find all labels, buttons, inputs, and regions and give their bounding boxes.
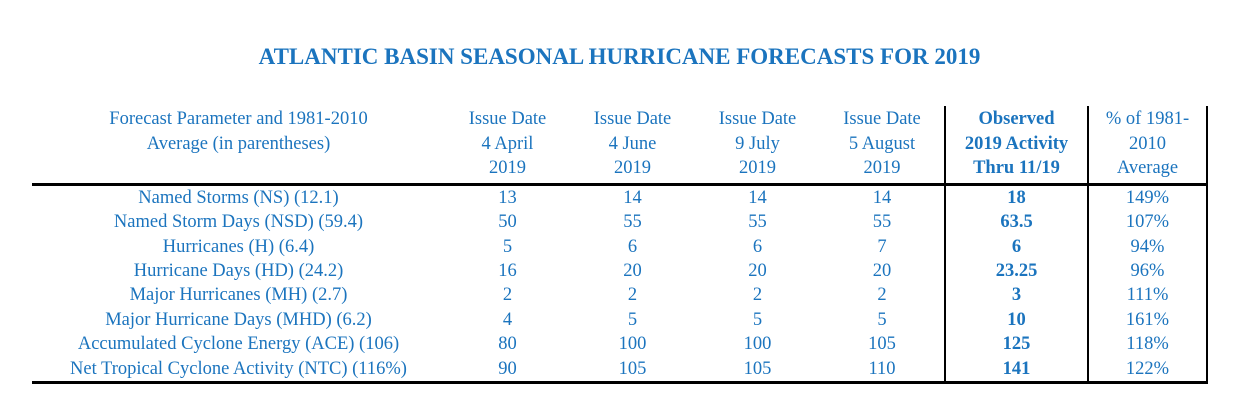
observed-cell: 6	[944, 234, 1089, 259]
parameter-cell: Major Hurricanes (MH) (2.7)	[129, 285, 348, 306]
forecast-august-cell: 55	[872, 212, 892, 233]
forecast-july-cell: 100	[743, 334, 772, 355]
percent-cell: 107%	[1088, 210, 1208, 235]
forecast-table: Forecast Parameter and 1981-2010 Average…	[32, 106, 1208, 385]
header-line: Issue Date	[593, 109, 672, 129]
parameter-cell: Hurricane Days (HD) (24.2)	[133, 261, 344, 281]
forecast-august-cell: 110	[820, 356, 945, 385]
observed-cell: 10	[944, 307, 1089, 333]
header-line: Forecast Parameter and 1981-2010	[109, 109, 368, 129]
col-header-percent-average: % of 1981- 2010 Average	[1088, 106, 1208, 186]
header-line: Average	[1116, 158, 1179, 179]
forecast-july-cell: 55	[748, 212, 767, 233]
forecast-august-cell: 7	[877, 236, 887, 257]
header-line: Thru 11/19	[973, 158, 1060, 179]
parameter-cell: Named Storms (NS) (12.1)	[138, 187, 339, 208]
header-line: 4 April	[481, 133, 534, 154]
col-header-observed: Observed 2019 Activity Thru 11/19	[944, 106, 1089, 186]
percent-cell: 118%	[1088, 332, 1208, 357]
parameter-cell: Hurricanes (H) (6.4)	[162, 236, 315, 257]
observed-cell: 63.5	[944, 210, 1089, 235]
forecast-june-cell: 55	[623, 212, 642, 233]
parameter-cell: Net Tropical Cyclone Activity (NTC) (116…	[32, 356, 445, 385]
table-row: Net Tropical Cyclone Activity (NTC) (116…	[32, 356, 1208, 385]
forecast-august-cell: 5	[877, 309, 887, 330]
table-row: Hurricane Days (HD) (24.2) 16 20 20 20 23.25 9…	[32, 259, 1208, 284]
percent-cell: 149%	[1088, 184, 1208, 211]
percent-cell: 111%	[1088, 283, 1208, 308]
observed-cell: 141	[944, 356, 1089, 385]
forecast-july-cell: 105	[695, 356, 820, 385]
header-line: 5 August	[848, 133, 916, 154]
forecast-june-cell: 20	[623, 261, 642, 281]
observed-cell: 125	[944, 332, 1089, 357]
header-line: 2019	[739, 158, 776, 179]
table-row: Major Hurricanes (MH) (2.7) 2 2 2 2 3 111%	[32, 283, 1208, 308]
header-line: 2019 Activity	[964, 133, 1069, 154]
col-header-issue-date-july: Issue Date 9 July 2019	[695, 106, 820, 186]
header-line: % of 1981-	[1105, 109, 1190, 129]
forecast-july-cell: 14	[748, 187, 767, 208]
forecast-june-cell: 5	[627, 309, 638, 330]
col-header-issue-date-august: Issue Date 5 August 2019	[820, 106, 945, 186]
header-line: Observed	[978, 109, 1055, 129]
forecast-june-cell: 105	[570, 356, 695, 385]
header-line: Issue Date	[468, 109, 547, 129]
parameter-cell: Named Storm Days (NSD) (59.4)	[113, 212, 364, 233]
page-title: ATLANTIC BASIN SEASONAL HURRICANE FORECA…	[258, 44, 981, 69]
forecast-june-cell: 6	[627, 236, 638, 257]
forecast-april-cell: 2	[502, 285, 513, 306]
header-line: Issue Date	[718, 109, 797, 129]
header-line: 2019	[614, 158, 651, 179]
observed-cell: 18	[944, 184, 1089, 211]
percent-cell: 96%	[1088, 259, 1208, 284]
forecast-august-cell: 105	[868, 334, 896, 355]
table-header-row: Forecast Parameter and 1981-2010 Average…	[32, 106, 1208, 186]
percent-cell: 161%	[1088, 307, 1208, 333]
col-header-parameter: Forecast Parameter and 1981-2010 Average…	[32, 106, 445, 186]
parameter-cell: Major Hurricane Days (MHD) (6.2)	[105, 309, 372, 330]
forecast-july-cell: 20	[748, 261, 767, 281]
table-row: Major Hurricane Days (MHD) (6.2) 4 5 5 5 10 16…	[32, 307, 1208, 333]
observed-cell: 3	[944, 283, 1089, 308]
table-row: Hurricanes (H) (6.4) 5 6 6 7 6 94%	[32, 234, 1208, 259]
table-row: Named Storms (NS) (12.1) 13 14 14 14 18 149%	[32, 184, 1208, 211]
forecast-june-cell: 14	[623, 187, 642, 208]
forecast-july-cell: 6	[752, 236, 763, 257]
table-body: Named Storms (NS) (12.1) 13 14 14 14 18 149% Na…	[32, 184, 1208, 385]
parameter-cell: Accumulated Cyclone Energy (ACE) (106)	[77, 334, 400, 355]
header-line: 2010	[1129, 133, 1166, 154]
header-line: 9 July	[735, 133, 780, 154]
col-header-issue-date-april: Issue Date 4 April 2019	[445, 106, 570, 186]
forecast-june-cell: 100	[618, 334, 647, 355]
forecast-june-cell: 2	[627, 285, 638, 306]
forecast-april-cell: 90	[445, 356, 570, 385]
forecast-april-cell: 80	[498, 334, 517, 355]
header-line: 4 June	[608, 133, 657, 154]
percent-cell: 122%	[1088, 356, 1208, 385]
header-line: Average (in parentheses)	[146, 133, 331, 154]
forecast-april-cell: 13	[498, 187, 517, 208]
header-line: Issue Date	[843, 109, 921, 129]
forecast-april-cell: 5	[502, 236, 513, 257]
table-row: Named Storm Days (NSD) (59.4) 50 55 55 55 63.…	[32, 210, 1208, 235]
forecast-april-cell: 16	[498, 261, 517, 281]
forecast-august-cell: 14	[872, 187, 892, 208]
forecast-july-cell: 2	[752, 285, 763, 306]
col-header-issue-date-june: Issue Date 4 June 2019	[570, 106, 695, 186]
forecast-april-cell: 50	[498, 212, 517, 233]
forecast-july-cell: 5	[752, 309, 763, 330]
forecast-april-cell: 4	[502, 309, 513, 330]
forecast-august-cell: 20	[872, 261, 892, 281]
forecast-august-cell: 2	[877, 285, 887, 306]
header-line: 2019	[489, 158, 526, 179]
header-line: 2019	[863, 158, 901, 179]
table-row: Accumulated Cyclone Energy (ACE) (106) 80…	[32, 332, 1208, 357]
percent-cell: 94%	[1088, 234, 1208, 259]
observed-cell: 23.25	[944, 259, 1089, 284]
